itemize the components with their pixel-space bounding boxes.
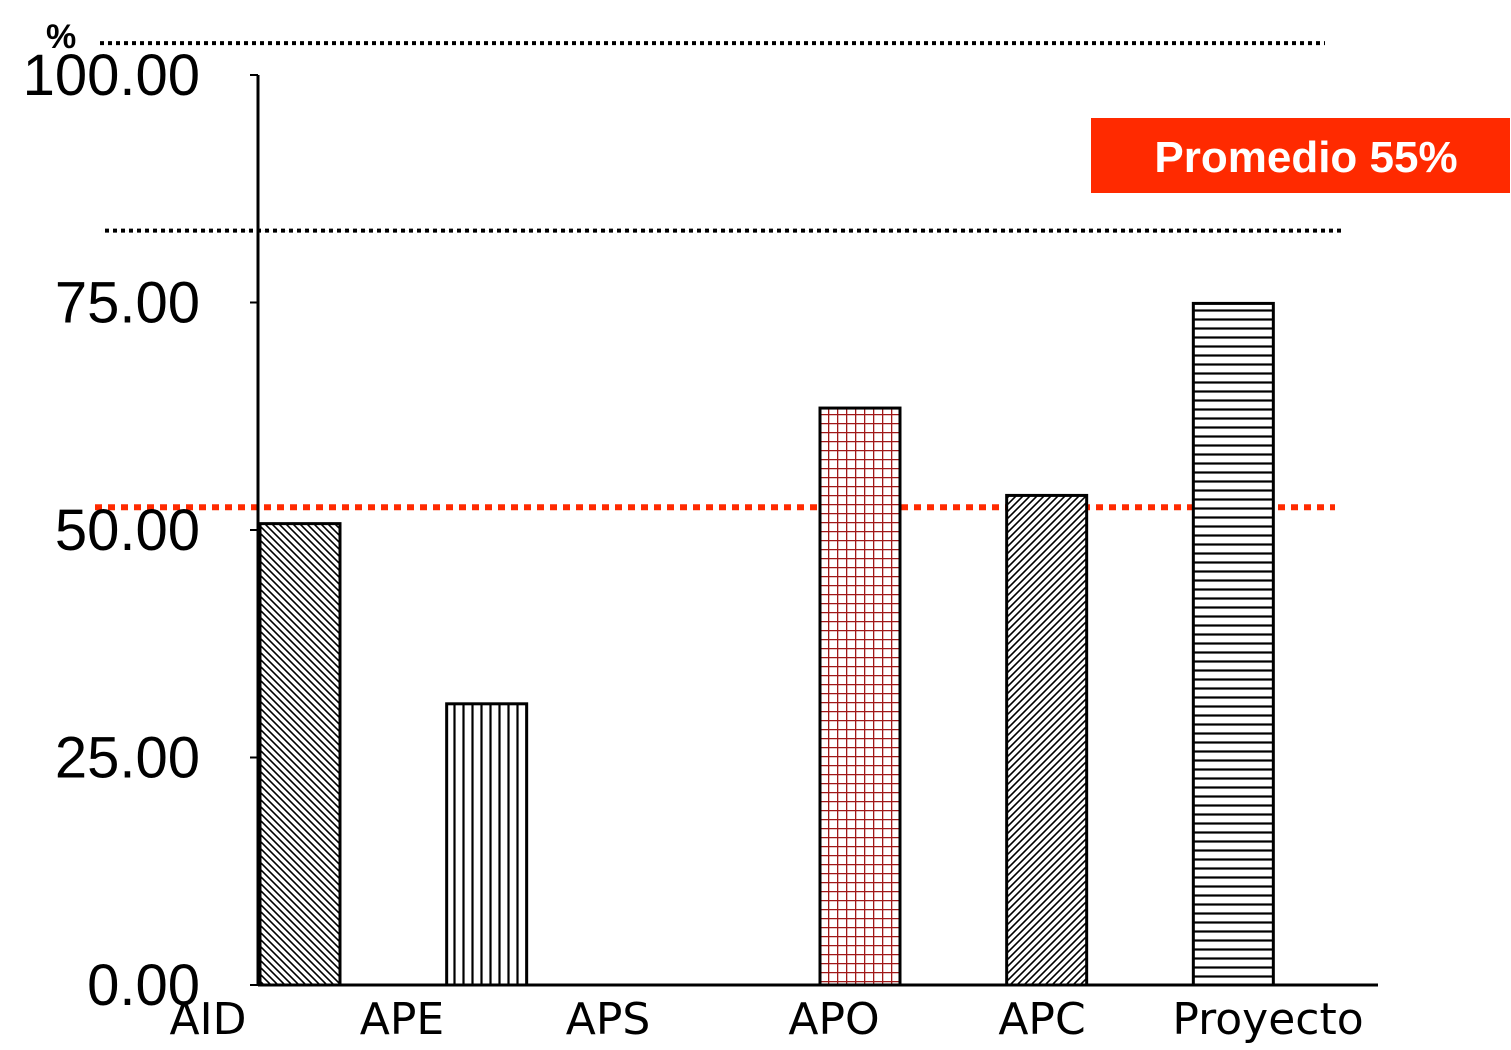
x-tick-label: APC <box>998 994 1085 1045</box>
y-tick-label: 75.00 <box>55 271 200 336</box>
average-badge: Promedio 55% <box>1091 118 1510 193</box>
reference-lines <box>95 41 1345 511</box>
bar-proyecto <box>1191 301 1275 987</box>
bar-aid <box>258 522 342 987</box>
bars <box>258 301 1275 987</box>
x-ticks: AID APE APS APO APC Proyecto <box>170 994 1364 1045</box>
y-tick-label: 0.00 <box>87 953 200 1018</box>
bar-ape <box>445 702 529 987</box>
average-badge-background <box>1091 118 1510 193</box>
y-tick-label: 100.00 <box>23 43 200 108</box>
bar-apc <box>1005 493 1089 987</box>
average-badge-text: Promedio 55% <box>1154 133 1457 182</box>
y-tick-label: 50.00 <box>55 498 200 563</box>
y-unit-label: % <box>46 18 76 56</box>
x-tick-label: APE <box>360 994 444 1045</box>
y-ticks: 0.00 25.00 50.00 75.00 100.00 <box>23 43 258 1018</box>
x-tick-label: Proyecto <box>1172 994 1363 1045</box>
x-tick-label: APO <box>788 994 879 1045</box>
bar-apo <box>818 406 902 987</box>
y-tick-label: 25.00 <box>55 726 200 791</box>
x-tick-label: AID <box>170 994 247 1045</box>
x-tick-label: APS <box>566 994 651 1045</box>
